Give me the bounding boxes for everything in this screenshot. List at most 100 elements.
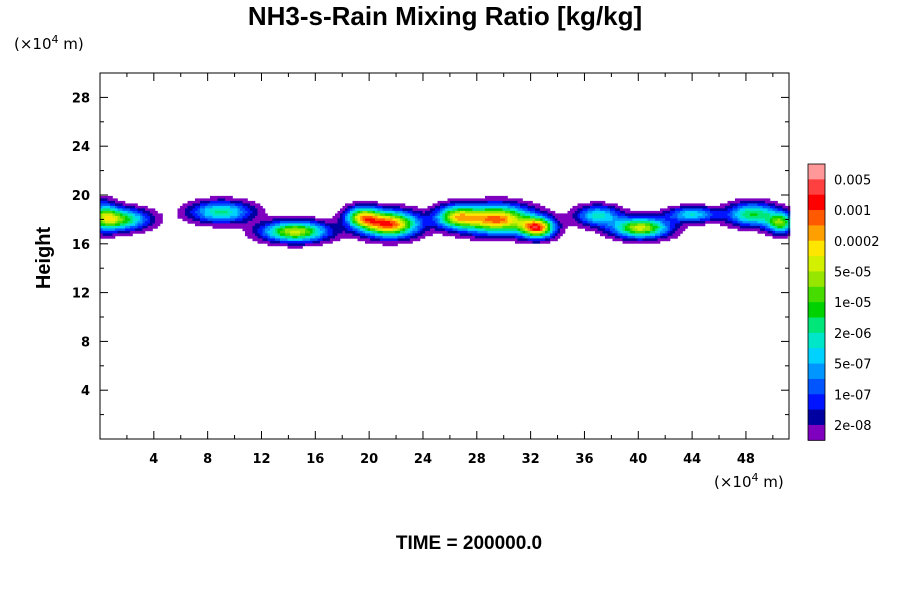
heatmap-cell [330, 220, 333, 224]
heatmap-cell [427, 210, 431, 214]
heatmap-cell [207, 198, 211, 202]
heatmap-cell [107, 220, 111, 224]
heatmap-cell [457, 228, 461, 232]
heatmap-cell [420, 213, 423, 217]
heatmap-cell [687, 218, 691, 222]
heatmap-cell [762, 203, 766, 207]
heatmap-cell [595, 213, 598, 217]
heatmap-cell [377, 203, 381, 207]
heatmap-cell [362, 208, 366, 212]
heatmap-cell [387, 208, 391, 212]
heatmap-cell [245, 215, 248, 219]
heatmap-cell [532, 233, 536, 237]
heatmap-cell [620, 235, 623, 239]
heatmap-cell [345, 225, 348, 229]
heatmap-cell [540, 225, 543, 229]
heatmap-cell [675, 213, 678, 217]
time-label: TIME = 200000.0 [396, 533, 542, 554]
heatmap-cell [242, 225, 246, 229]
heatmap-cell [630, 223, 633, 227]
heatmap-cell [685, 215, 688, 219]
heatmap-cell [115, 205, 118, 209]
heatmap-cell [300, 215, 303, 219]
heatmap-cell [292, 240, 296, 244]
heatmap-cell [130, 208, 133, 212]
heatmap-cell [725, 213, 728, 217]
heatmap-cell [207, 220, 211, 224]
heatmap-cell [140, 208, 143, 212]
heatmap-cell [262, 225, 266, 229]
heatmap-cell [230, 203, 233, 207]
heatmap-cell [600, 220, 603, 224]
heatmap-cell [445, 213, 448, 217]
heatmap-cell [700, 208, 703, 212]
heatmap-cell [127, 223, 131, 227]
heatmap-cell [312, 238, 316, 242]
heatmap-cell [775, 235, 778, 239]
heatmap-cell [452, 230, 456, 234]
heatmap-cell [505, 215, 508, 219]
heatmap-cell [150, 210, 153, 214]
heatmap-cell [445, 215, 448, 219]
heatmap-cell [360, 228, 363, 232]
heatmap-cell [525, 210, 528, 214]
heatmap-cell [470, 205, 473, 209]
heatmap-cell [682, 218, 686, 222]
heatmap-cell [305, 225, 308, 229]
heatmap-cell [100, 195, 103, 199]
heatmap-cell [752, 203, 756, 207]
heatmap-cell [487, 213, 491, 217]
heatmap-cell [337, 213, 341, 217]
heatmap-cell [575, 210, 578, 214]
heatmap-cell [630, 233, 633, 237]
heatmap-cell [727, 220, 731, 224]
heatmap-cell [757, 218, 761, 222]
heatmap-cell [230, 200, 233, 204]
heatmap-cell [290, 215, 293, 219]
heatmap-cell [212, 223, 216, 227]
heatmap-cell [527, 223, 531, 227]
heatmap-cell [385, 243, 388, 247]
heatmap-cell [555, 230, 558, 234]
heatmap-cell [495, 213, 498, 217]
heatmap-cell [690, 205, 693, 209]
heatmap-cell [380, 230, 383, 234]
heatmap-cell [317, 223, 321, 227]
heatmap-cell [587, 215, 591, 219]
heatmap-cell [782, 235, 786, 239]
heatmap-cell [735, 223, 738, 227]
heatmap-cell [137, 230, 141, 234]
heatmap-cell [487, 210, 491, 214]
heatmap-cell [482, 233, 486, 237]
heatmap-cell [110, 228, 113, 232]
heatmap-cell [220, 195, 223, 199]
heatmap-cell [610, 233, 613, 237]
heatmap-cell [125, 215, 128, 219]
heatmap-cell [495, 223, 498, 227]
heatmap-cell [362, 233, 366, 237]
heatmap-cell [545, 230, 548, 234]
heatmap-cell [507, 218, 511, 222]
heatmap-cell [520, 213, 523, 217]
heatmap-cell [452, 210, 456, 214]
heatmap-cell [102, 195, 106, 199]
heatmap-cell [750, 220, 753, 224]
heatmap-cell [410, 230, 413, 234]
heatmap-cell [100, 228, 103, 232]
heatmap-cell [257, 213, 261, 217]
heatmap-cell [367, 218, 371, 222]
heatmap-cell [372, 208, 376, 212]
heatmap-cell [272, 225, 276, 229]
y-tick-label: 8 [81, 335, 90, 350]
heatmap-cell [475, 215, 478, 219]
heatmap-cell [655, 213, 658, 217]
heatmap-cell [625, 235, 628, 239]
heatmap-cell [110, 208, 113, 212]
heatmap-cell [215, 203, 218, 207]
heatmap-cell [242, 228, 246, 232]
heatmap-cell [637, 218, 641, 222]
heatmap-cell [295, 215, 298, 219]
heatmap-cell [367, 223, 371, 227]
heatmap-cell [660, 233, 663, 237]
heatmap-cell [347, 218, 351, 222]
